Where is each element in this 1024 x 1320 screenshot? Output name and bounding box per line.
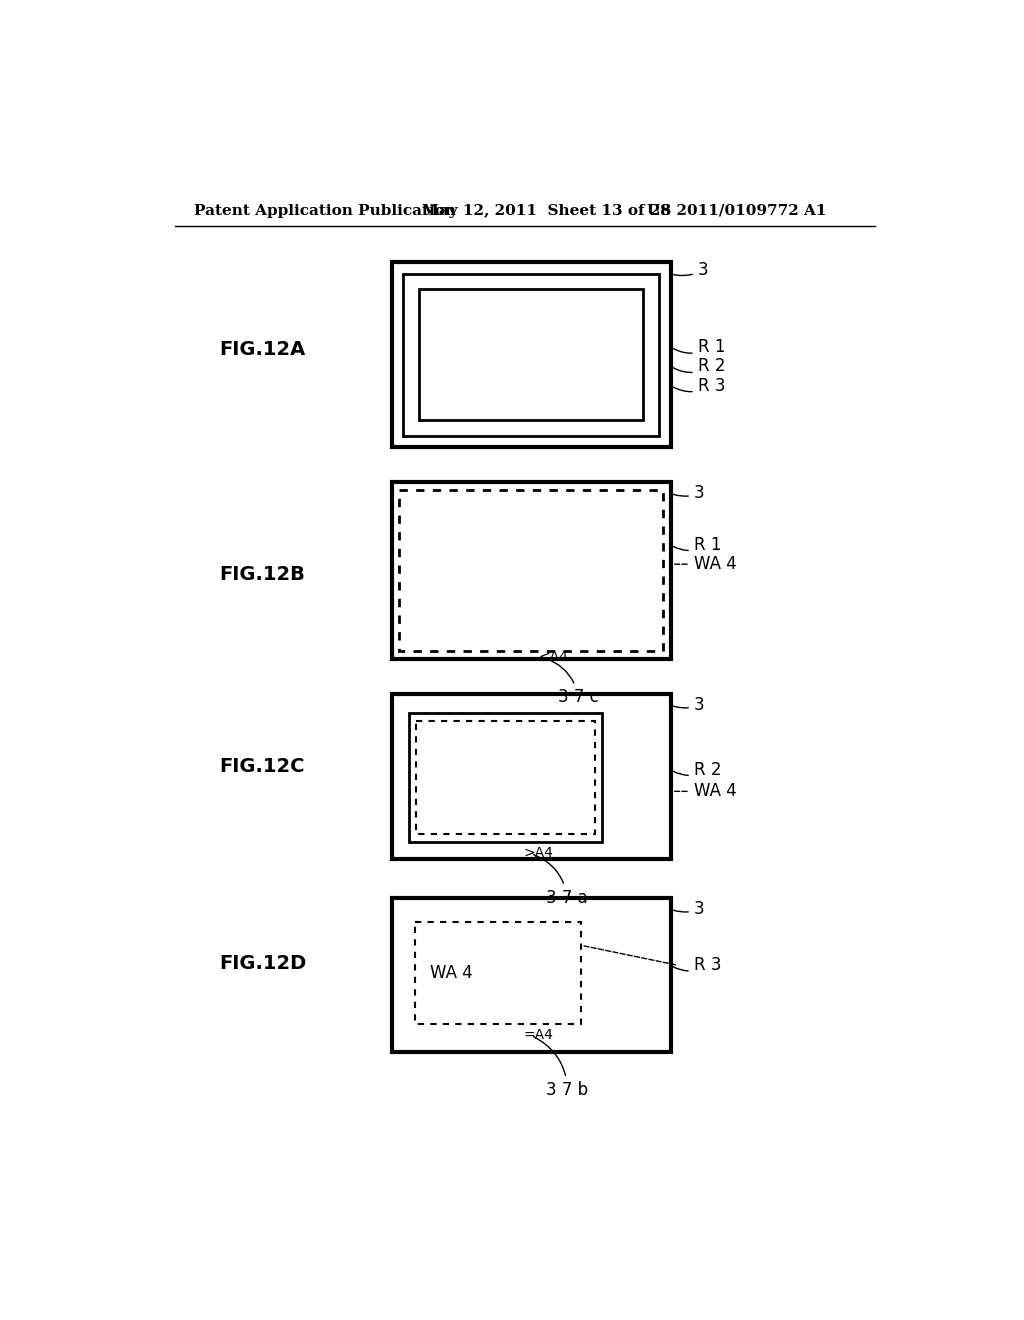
Text: 3 7 a: 3 7 a: [534, 854, 588, 907]
Text: 3: 3: [673, 484, 705, 503]
Bar: [415, 923, 582, 1024]
Bar: [391, 693, 671, 859]
Text: R 1: R 1: [673, 338, 725, 356]
Text: Patent Application Publication: Patent Application Publication: [194, 203, 456, 218]
Bar: [391, 263, 671, 447]
Text: R 2: R 2: [673, 358, 725, 375]
Bar: [409, 499, 653, 642]
Text: WA 4: WA 4: [430, 964, 473, 982]
Text: 3: 3: [673, 900, 705, 919]
Text: FIG.12D: FIG.12D: [219, 953, 307, 973]
Text: =A4: =A4: [523, 1028, 553, 1041]
Text: R 1: R 1: [673, 536, 721, 554]
Text: May 12, 2011  Sheet 13 of 28: May 12, 2011 Sheet 13 of 28: [423, 203, 672, 218]
Text: FIG.12C: FIG.12C: [219, 758, 305, 776]
Text: R 2: R 2: [673, 760, 721, 779]
Text: R 3: R 3: [673, 957, 721, 974]
Text: 3: 3: [673, 261, 709, 279]
Text: R 3: R 3: [673, 376, 725, 395]
Bar: [409, 713, 602, 842]
Bar: [419, 289, 643, 420]
Text: WA 4: WA 4: [693, 783, 736, 800]
Text: FIG.12A: FIG.12A: [219, 339, 306, 359]
Text: WA 4: WA 4: [693, 556, 736, 573]
Bar: [391, 482, 671, 659]
Text: 3 7 b: 3 7 b: [534, 1036, 589, 1100]
Bar: [403, 275, 658, 436]
Text: <A4: <A4: [539, 649, 568, 664]
Bar: [391, 898, 671, 1052]
Text: 3 7 c: 3 7 c: [545, 659, 599, 706]
Text: FIG.12B: FIG.12B: [219, 565, 305, 583]
Bar: [399, 490, 663, 651]
Text: US 2011/0109772 A1: US 2011/0109772 A1: [647, 203, 826, 218]
Text: >A4: >A4: [523, 846, 553, 861]
Text: 3: 3: [673, 696, 705, 714]
Bar: [417, 721, 595, 834]
